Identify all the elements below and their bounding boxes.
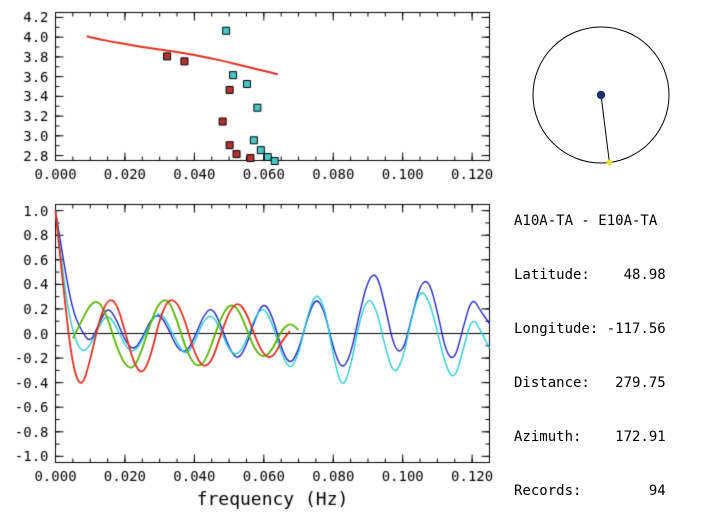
azimuth-line [600,94,610,163]
station-info-block: A10A-TA - E10A-TA Latitude: 48.98 Longit… [514,176,666,519]
station-center-dot [596,90,606,100]
longitude-line: Longitude: -117.56 [514,321,666,337]
azimuth-line-text: Azimuth: 172.91 [514,429,666,445]
latitude-line: Latitude: 48.98 [514,267,666,283]
dispersion-plot-canvas [0,0,500,196]
station-azimuth-dot [606,159,613,166]
station-pair-label: A10A-TA - E10A-TA [514,213,658,229]
azimuth-plot [532,26,670,166]
azimuth-circle-outline [532,26,670,164]
spectrum-plot-canvas [0,196,500,519]
distance-line: Distance: 279.75 [514,375,666,391]
records-line: Records: 94 [514,483,666,499]
